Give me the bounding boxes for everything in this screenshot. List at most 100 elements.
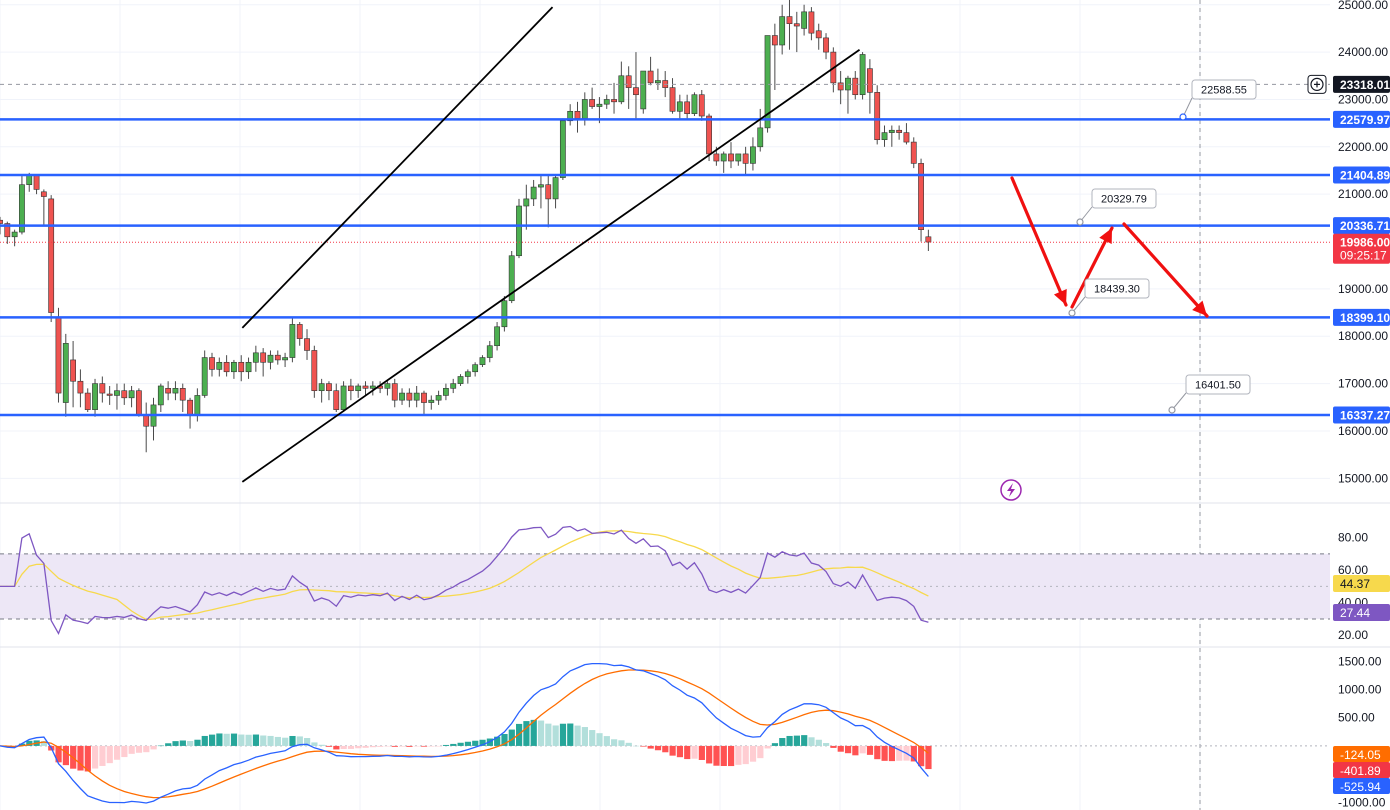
- price-tick-9: 15000.00: [1338, 471, 1388, 485]
- callout-label-2: 18439.30: [1094, 284, 1140, 296]
- macd-hist-bar: [757, 745, 764, 759]
- candle-body: [55, 317, 62, 394]
- flash-bolt-icon: [1007, 483, 1015, 497]
- macd-pane: 1500.00 1000.00 500.00 -1000.00 -124.05 -401.…: [0, 654, 1390, 809]
- candle-body: [698, 94, 705, 117]
- macd-hist-bar: [62, 745, 69, 766]
- macd-hist-bar: [420, 745, 428, 747]
- macd-hist-bar: [399, 745, 406, 747]
- macd-hist-bar: [728, 745, 735, 767]
- macd-hist-bar: [691, 745, 698, 759]
- macd-hist-bar: [311, 742, 318, 746]
- macd-hist-bar: [230, 733, 238, 746]
- candle-body: [654, 80, 661, 84]
- price-tick-1: 24000.00: [1338, 45, 1388, 59]
- candle-body: [231, 361, 237, 373]
- macd-hist-bar: [442, 744, 450, 746]
- forecast-arrow-down-2: [1122, 222, 1209, 318]
- candle-body: [121, 390, 128, 399]
- macd-value-bg-1: [1333, 762, 1390, 778]
- candle-body: [77, 380, 84, 394]
- macd-hist-bar: [830, 745, 837, 748]
- macd-hist-bar: [567, 723, 574, 746]
- macd-value-label-0: -124.05: [1340, 748, 1381, 762]
- macd-hist-bar: [26, 740, 33, 746]
- candle-body: [238, 361, 245, 373]
- price-axis[interactable]: 25000.00 24000.00 23000.00 22000.00 21000.00…: [1307, 0, 1390, 485]
- candle-body: [538, 184, 544, 188]
- macd-hist-bar: [325, 745, 333, 747]
- candle-body: [793, 23, 800, 27]
- macd-hist-bar: [662, 745, 669, 753]
- macd-hist-bar: [355, 745, 362, 749]
- macd-hist-bar: [676, 745, 684, 758]
- forecast-arrow-down-1: [1010, 176, 1068, 307]
- macd-hist-bar: [245, 734, 252, 746]
- forecast-arrow-down-2-head: [1192, 300, 1207, 316]
- horizontal-levels[interactable]: [0, 83, 1330, 417]
- candle-body: [647, 70, 654, 84]
- macd-hist-bar: [801, 735, 808, 746]
- candle-body: [84, 392, 91, 410]
- candle-body: [165, 388, 172, 394]
- candle-body: [114, 390, 120, 396]
- candle-body: [355, 385, 362, 392]
- macd-hist-bar: [128, 745, 135, 754]
- candle-body: [216, 361, 223, 370]
- candle-body: [713, 153, 720, 162]
- macd-hist-bar: [881, 745, 888, 761]
- candle-body: [194, 395, 201, 415]
- candle-body: [157, 385, 164, 406]
- candle-body: [289, 324, 296, 358]
- macd-hist-bar: [479, 739, 486, 746]
- candle-body: [128, 390, 135, 399]
- macd-hist-bar: [252, 734, 260, 746]
- candle-body: [457, 376, 464, 384]
- macd-hist-bar: [896, 745, 903, 761]
- callout-box-0: [1191, 79, 1257, 100]
- candle-body: [282, 357, 288, 361]
- callout-leader-3: [1171, 392, 1187, 411]
- macd-hist-bar: [121, 745, 128, 758]
- macd-hist-bar: [40, 741, 48, 746]
- candle-body: [304, 338, 310, 351]
- macd-hist-bar: [194, 739, 201, 746]
- trend-drawings[interactable]: [241, 6, 1209, 483]
- macd-value-label-2: -525.94: [1340, 780, 1381, 794]
- macd-hist-bar: [501, 734, 508, 746]
- price-label-bg-2: [1333, 166, 1390, 184]
- macd-hist-bar: [852, 745, 859, 756]
- candle-body: [750, 146, 756, 164]
- candle-body: [611, 99, 617, 103]
- price-tick-2: 23000.00: [1338, 92, 1388, 106]
- macd-hist-bar: [340, 745, 347, 750]
- candle-body: [501, 300, 508, 328]
- macd-hist-bar: [92, 745, 99, 769]
- candle-body: [530, 186, 537, 200]
- candle-body: [486, 345, 493, 358]
- candle-body: [399, 392, 405, 401]
- macd-value-bg-0: [1333, 746, 1390, 762]
- macd-hist-bar: [238, 734, 245, 746]
- macd-hist-bar: [669, 745, 676, 756]
- price-callouts[interactable]: 22588.55 20329.79 18439.30 16401.50: [1068, 79, 1257, 414]
- callout-anchor-3: [1168, 406, 1176, 414]
- candle-body: [888, 129, 895, 133]
- candle-body: [523, 198, 530, 207]
- candle-body: [428, 399, 435, 403]
- macd-hist-bar: [640, 745, 647, 747]
- candle-body: [362, 385, 369, 389]
- macd-hist-bar: [910, 745, 917, 762]
- candle-body: [742, 153, 749, 164]
- candle-body: [596, 103, 603, 107]
- candle-body: [311, 350, 318, 392]
- price-label-5: 18399.10: [1340, 311, 1390, 325]
- price-label-3: 20336.71: [1340, 219, 1390, 233]
- candle-body: [406, 392, 413, 401]
- candle-body: [274, 354, 281, 361]
- candle-body: [333, 390, 340, 410]
- candle-body: [720, 153, 727, 162]
- candle-body: [903, 132, 910, 143]
- candle-body: [603, 99, 610, 105]
